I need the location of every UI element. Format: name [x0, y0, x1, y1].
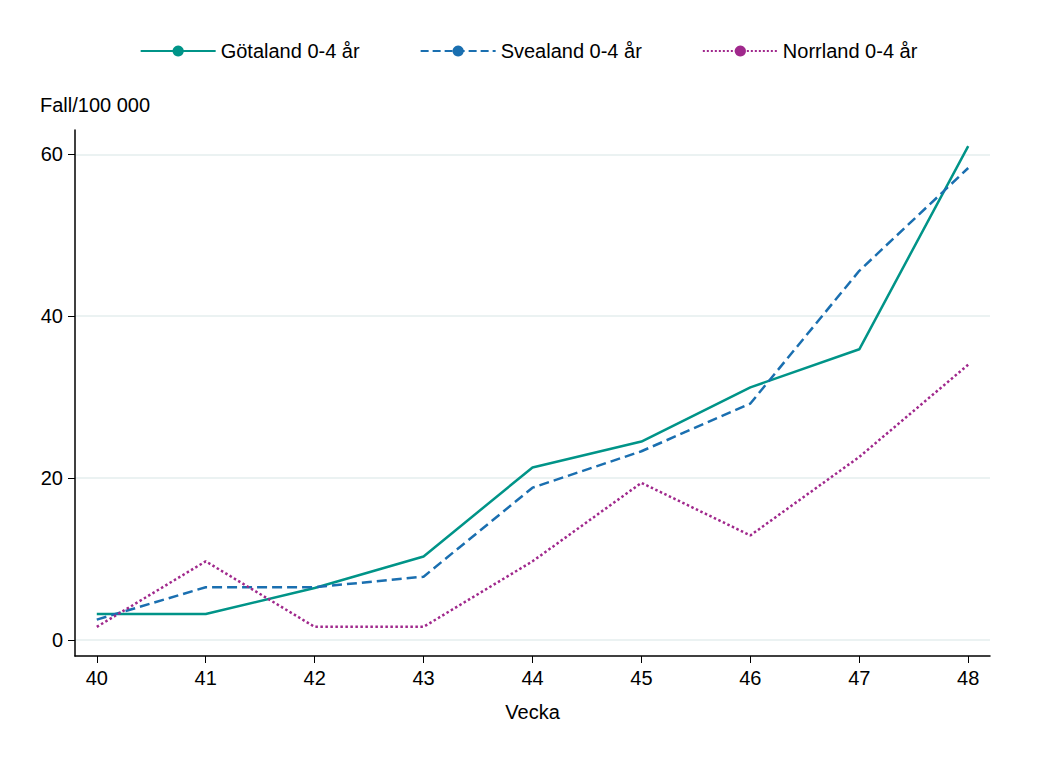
svg-text:42: 42 [304, 667, 326, 689]
svg-text:Fall/100 000: Fall/100 000 [40, 94, 150, 116]
svg-text:48: 48 [957, 667, 979, 689]
svg-text:40: 40 [41, 305, 63, 327]
svg-text:0: 0 [52, 629, 63, 651]
svg-text:46: 46 [739, 667, 761, 689]
svg-text:41: 41 [195, 667, 217, 689]
svg-text:20: 20 [41, 467, 63, 489]
svg-text:45: 45 [630, 667, 652, 689]
svg-text:43: 43 [412, 667, 434, 689]
svg-text:Norrland 0-4 år: Norrland 0-4 år [783, 40, 918, 62]
svg-text:40: 40 [86, 667, 108, 689]
svg-text:47: 47 [848, 667, 870, 689]
svg-text:60: 60 [41, 143, 63, 165]
svg-text:Götaland 0-4 år: Götaland 0-4 år [221, 40, 360, 62]
svg-text:Svealand 0-4 år: Svealand 0-4 år [501, 40, 643, 62]
svg-text:44: 44 [521, 667, 543, 689]
svg-text:Vecka: Vecka [505, 701, 560, 723]
